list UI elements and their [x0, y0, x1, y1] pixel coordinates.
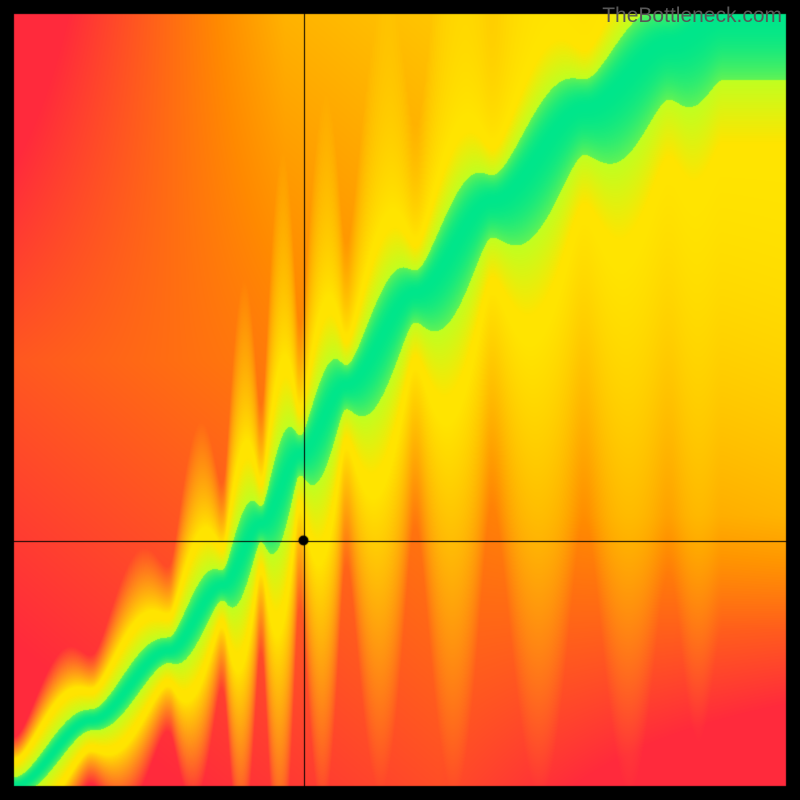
- chart-container: TheBottleneck.com: [0, 0, 800, 800]
- heatmap-canvas: [0, 0, 800, 800]
- watermark-text: TheBottleneck.com: [602, 4, 782, 28]
